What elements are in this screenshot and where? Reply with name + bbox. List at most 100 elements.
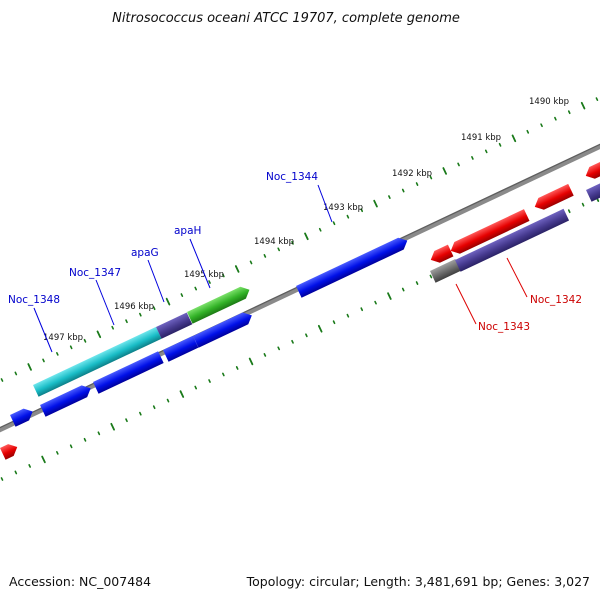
upper-minor-tick: [277, 247, 281, 252]
cds-apag: [163, 335, 199, 362]
upper-minor-tick: [471, 156, 474, 160]
lower-minor-tick: [83, 437, 87, 442]
ruler-ticks-upper: [0, 97, 599, 382]
upper-major-tick: [373, 199, 378, 208]
lower-minor-tick: [429, 274, 433, 279]
upper-minor-tick: [125, 319, 128, 324]
ruler-label-1495: 1495 kbp: [184, 270, 224, 280]
ruler-label-1492: 1492 kbp: [392, 169, 432, 179]
upper-minor-tick: [360, 208, 364, 213]
map-title: Nitrosococcus oceani ATCC 19707, complet…: [112, 11, 460, 26]
lower-minor-tick: [152, 405, 156, 410]
lower-major-tick: [248, 357, 254, 366]
cds-noc1342-part: [534, 183, 574, 210]
upper-minor-tick: [346, 214, 350, 219]
feature-track: [0, 161, 600, 460]
lower-minor-tick: [28, 464, 31, 468]
lower-minor-tick: [14, 470, 18, 475]
lower-minor-tick: [581, 202, 585, 207]
orf-green-apah: [187, 286, 250, 324]
lower-minor-tick: [332, 320, 336, 325]
leader-line-noc1343: [455, 283, 477, 325]
lower-major-tick: [110, 422, 115, 431]
cds-right-edge-shape: [585, 161, 600, 179]
lower-minor-tick: [208, 379, 211, 383]
cds-noc1344: [296, 237, 408, 298]
upper-major-tick: [27, 363, 32, 371]
cds-apah-shape: [193, 312, 252, 348]
cds-apah: [193, 312, 252, 348]
orf-cyan-shape: [33, 326, 162, 397]
orf-dark-right-shape: [455, 208, 570, 272]
upper-minor-tick: [42, 358, 45, 363]
cds-right-edge: [585, 161, 600, 179]
upper-minor-tick: [69, 345, 73, 350]
upper-minor-tick: [139, 312, 142, 317]
lower-minor-tick: [166, 398, 170, 403]
upper-minor-tick: [526, 129, 530, 134]
upper-minor-tick: [263, 254, 267, 258]
lower-minor-tick: [194, 385, 198, 390]
upper-major-tick: [96, 330, 102, 339]
ruler-label-1491: 1491 kbp: [461, 133, 501, 143]
lower-minor-tick: [125, 418, 128, 423]
gene-label-noc1343: Noc_1343: [478, 321, 530, 333]
lower-minor-tick: [69, 444, 73, 449]
topology-text: Topology: circular; Length: 3,481,691 bp…: [246, 574, 590, 589]
upper-major-tick: [442, 167, 448, 175]
upper-minor-tick: [401, 188, 405, 193]
leader-line-noc1348: [33, 307, 53, 353]
lower-minor-tick: [346, 313, 350, 318]
cds-noc1347: [93, 351, 164, 394]
lower-minor-tick: [305, 333, 308, 338]
lower-minor-tick: [567, 209, 571, 214]
leader-line-noc1344: [317, 184, 333, 223]
leader-line-apah: [189, 238, 211, 289]
upper-minor-tick: [429, 175, 433, 180]
upper-minor-tick: [208, 280, 211, 284]
upper-major-tick: [511, 134, 517, 143]
orf-dark-right: [455, 208, 570, 272]
orf-gray: [430, 259, 461, 283]
leader-line-apag: [147, 259, 165, 303]
cds-red-small-shape: [430, 244, 454, 263]
gene-label-apah: apaH: [174, 225, 201, 237]
upper-minor-tick: [484, 149, 488, 154]
cds-noc1344-shape: [296, 237, 408, 298]
lower-minor-tick: [56, 450, 59, 455]
upper-minor-tick: [194, 286, 198, 291]
orf-dark-apag: [156, 312, 193, 339]
lower-minor-tick: [0, 477, 4, 481]
upper-minor-tick: [318, 227, 322, 232]
lower-minor-tick: [277, 346, 281, 351]
lower-minor-tick: [222, 372, 225, 377]
cds-left-red-edge-shape: [0, 444, 18, 460]
upper-minor-tick: [415, 182, 419, 186]
leader-line-noc1342: [506, 257, 528, 298]
ruler-label-1490: 1490 kbp: [529, 97, 569, 107]
upper-major-tick: [580, 101, 586, 110]
lower-major-tick: [41, 455, 46, 464]
ruler-label-1497: 1497 kbp: [43, 333, 83, 343]
lower-minor-tick: [360, 307, 364, 312]
orf-dark-apag-shape: [156, 312, 193, 339]
orf-dark-edge: [586, 183, 600, 202]
upper-minor-tick: [249, 260, 253, 265]
upper-major-tick: [304, 232, 309, 241]
upper-minor-tick: [0, 378, 4, 382]
lower-minor-tick: [374, 300, 377, 305]
upper-minor-tick: [540, 123, 543, 128]
orf-cyan: [33, 326, 162, 397]
upper-minor-tick: [498, 142, 502, 147]
upper-minor-tick: [83, 338, 87, 343]
upper-minor-tick: [332, 221, 336, 226]
ruler-label-1496: 1496 kbp: [114, 302, 154, 312]
orf-dark-edge-shape: [586, 183, 600, 202]
cds-noc1343: [450, 209, 530, 254]
lower-minor-tick: [263, 353, 267, 357]
ruler-labels: 1490 kbp 1491 kbp 1492 kbp 1493 kbp 1494…: [43, 97, 569, 343]
cds-partial-left-shape: [10, 408, 33, 427]
gene-label-noc1347: Noc_1347: [69, 267, 121, 279]
ruler-label-1494: 1494 kbp: [254, 237, 294, 247]
